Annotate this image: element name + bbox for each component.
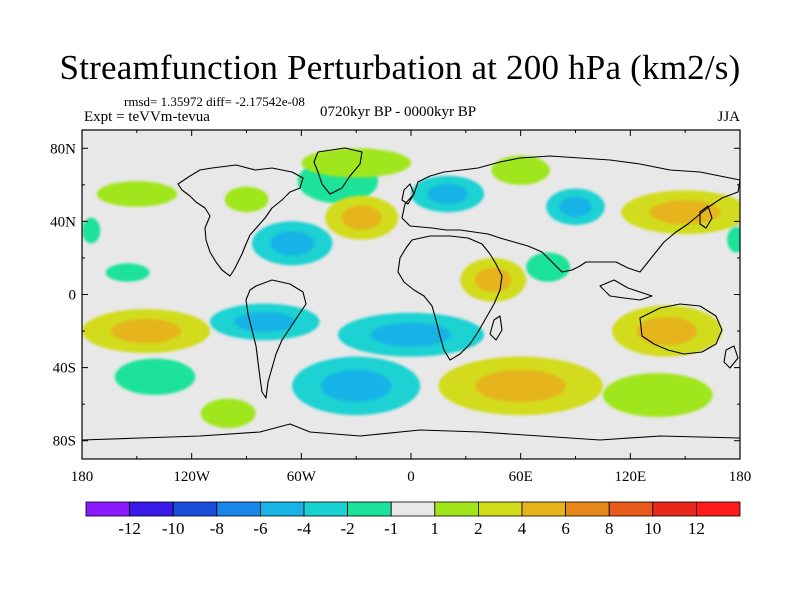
anomaly-core-15 <box>370 322 452 347</box>
y-tick-label-0: 80N <box>50 141 76 157</box>
anomaly-region-12 <box>105 263 150 282</box>
anomaly-core-17 <box>636 316 698 346</box>
colorbar-swatch-11 <box>565 501 610 517</box>
colorbar-swatch-7 <box>390 501 436 517</box>
period-subtitle: 0720kyr BP - 0000kyr BP <box>320 104 477 120</box>
anomaly-core-5 <box>341 205 382 230</box>
rmsd-label: rmsd= 1.35972 diff= -2.17542e-08 <box>124 94 305 109</box>
anomaly-core-19 <box>320 369 392 402</box>
anomaly-core-10 <box>649 200 721 225</box>
coastline-greenland <box>313 147 363 195</box>
colorbar-label-2: -8 <box>210 519 224 538</box>
anomaly-region-8 <box>491 155 550 185</box>
anomaly-region-24 <box>727 226 740 253</box>
y-tick-label-3: 40S <box>53 361 76 377</box>
colorbar-label-3: -6 <box>253 519 267 538</box>
coastline-uk <box>401 183 415 205</box>
anomaly-region-21 <box>200 398 256 428</box>
colorbar-swatch-14 <box>696 501 741 517</box>
y-axis: 80N 40N 0 40S 80S <box>50 141 740 450</box>
coastline-new-zealand <box>723 345 739 369</box>
anomaly-core-13 <box>110 318 182 344</box>
colorbar: -12 -10 -8 -6 -4 -2 -1 1 2 4 6 8 10 12 <box>85 501 741 538</box>
x-tick-label-4: 60E <box>509 469 533 485</box>
anomaly-field-layer <box>82 148 740 428</box>
anomaly-core-7 <box>427 183 468 205</box>
x-tick-label-5: 120E <box>614 469 646 485</box>
y-tick-label-2: 0 <box>69 288 77 304</box>
coastline-south-america <box>245 279 307 399</box>
y-tick-label-1: 40N <box>50 214 76 230</box>
colorbar-swatch-2 <box>172 501 218 517</box>
coastline-japan <box>699 205 713 229</box>
colorbar-label-4: -4 <box>297 519 312 538</box>
anomaly-region-23 <box>82 217 101 244</box>
x-tick-label-1: 120W <box>173 469 211 485</box>
anomaly-core-9 <box>559 196 592 217</box>
coastline-north-america <box>177 164 304 277</box>
colorbar-label-6: -1 <box>384 519 398 538</box>
coastline-indonesia <box>599 279 653 301</box>
colorbar-label-11: 8 <box>605 519 614 538</box>
x-tick-label-0: 180 <box>71 469 94 485</box>
colorbar-swatch-0 <box>85 501 130 517</box>
anomaly-region-6 <box>301 148 411 178</box>
colorbar-label-10: 6 <box>561 519 570 538</box>
coastline-africa <box>397 235 503 361</box>
experiment-label: Expt = teVVm-tevua <box>84 109 210 125</box>
x-tick-label-3: 0 <box>407 469 415 485</box>
colorbar-label-0: -12 <box>118 519 141 538</box>
x-tick-label-2: 60W <box>287 469 317 485</box>
colorbar-swatch-10 <box>521 501 566 517</box>
colorbar-swatch-6 <box>347 501 392 517</box>
anomaly-core-16 <box>475 267 512 292</box>
coastline-antarctica <box>82 423 740 441</box>
colorbar-label-9: 4 <box>518 519 527 538</box>
anomaly-region-11 <box>526 252 571 282</box>
anomaly-region-18 <box>114 358 196 396</box>
colorbar-label-13: 12 <box>688 519 705 538</box>
season-label: JJA <box>717 109 740 125</box>
colorbar-label-1: -10 <box>162 519 185 538</box>
anomaly-region-2 <box>224 186 269 213</box>
y-tick-label-4: 80S <box>53 434 76 450</box>
colorbar-swatch-1 <box>129 501 174 517</box>
colorbar-swatch-5 <box>303 501 348 517</box>
x-tick-label-6: 180 <box>729 469 752 485</box>
colorbar-swatch-12 <box>608 501 654 517</box>
coastline-layer <box>82 147 740 441</box>
anomaly-region-1 <box>96 181 178 207</box>
anomaly-core-4 <box>270 231 315 256</box>
x-axis: 180 120W 60W 0 60E 120E 180 <box>71 130 752 485</box>
chart-title: Streamfunction Perturbation at 200 hPa (… <box>59 48 741 87</box>
colorbar-label-8: 2 <box>474 519 483 538</box>
anomaly-core-20 <box>475 369 566 402</box>
coastline-eurasia <box>401 155 740 273</box>
colorbar-swatch-13 <box>652 501 697 517</box>
colorbar-label-7: 1 <box>431 519 440 538</box>
colorbar-swatch-8 <box>434 501 479 517</box>
anomaly-core-14 <box>234 311 295 332</box>
coastline-madagascar <box>489 315 503 341</box>
anomaly-region-22 <box>602 373 713 417</box>
colorbar-swatch-9 <box>477 501 523 517</box>
coastline-australia <box>639 303 723 355</box>
colorbar-label-5: -2 <box>341 519 355 538</box>
colorbar-swatch-3 <box>216 501 261 517</box>
colorbar-label-12: 10 <box>644 519 661 538</box>
colorbar-swatch-4 <box>259 501 305 517</box>
